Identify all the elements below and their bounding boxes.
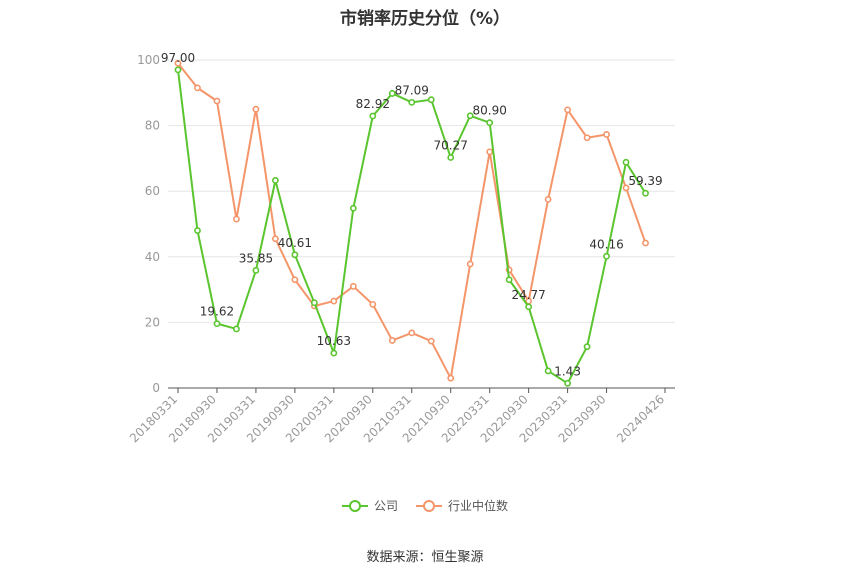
company-point	[271, 176, 279, 184]
industry-point	[291, 276, 299, 284]
company-point	[252, 267, 260, 274]
y-tick-label: 100	[137, 53, 160, 67]
series-industry	[174, 59, 649, 382]
data-label: 35.85	[239, 251, 273, 265]
industry-point	[622, 184, 630, 192]
company-point	[603, 252, 610, 260]
industry-point	[174, 59, 182, 67]
industry-point	[564, 106, 571, 114]
industry-point	[583, 134, 591, 142]
company-point	[349, 204, 357, 212]
data-label: 24.77	[511, 288, 545, 302]
industry-point	[213, 97, 221, 105]
series-company	[174, 66, 649, 387]
y-tick-label: 0	[152, 381, 160, 395]
industry-point	[544, 195, 552, 203]
company-point	[408, 98, 416, 106]
company-point	[642, 189, 649, 197]
legend-label-industry: 行业中位数	[448, 499, 509, 513]
x-tick-label: 20240426	[614, 392, 667, 445]
data-label: 40.61	[278, 236, 312, 250]
industry-point	[233, 215, 240, 223]
legend-swatch-industry	[416, 499, 442, 512]
company-point	[174, 66, 182, 74]
company-point	[233, 325, 240, 333]
company-point	[544, 367, 552, 375]
industry-point	[466, 260, 474, 268]
company-point	[525, 303, 533, 311]
data-label: 1.43	[554, 364, 581, 378]
industry-point	[388, 337, 396, 344]
company-point	[564, 379, 571, 387]
legend-item-industry[interactable]: 行业中位数	[416, 497, 508, 514]
y-tick-label: 20	[145, 315, 160, 329]
data-label: 59.39	[628, 174, 662, 188]
y-axis-ticks: 0 20 40 60 80 100	[137, 53, 160, 395]
data-label: 87.09	[395, 83, 429, 97]
data-label: 70.27	[434, 139, 468, 153]
company-point	[505, 276, 513, 284]
legend-swatch-company	[341, 499, 368, 512]
y-tick-label: 80	[145, 119, 160, 133]
company-point	[427, 96, 435, 104]
company-point	[369, 112, 377, 120]
data-label: 19.62	[200, 305, 234, 319]
industry-point	[486, 148, 494, 156]
grid-lines	[168, 59, 675, 323]
industry-point	[349, 282, 357, 290]
industry-point	[642, 239, 649, 247]
company-point	[622, 158, 630, 166]
industry-point	[603, 131, 610, 138]
data-label: 82.92	[356, 97, 390, 111]
industry-point	[271, 235, 279, 243]
chart-title: 市销率历史分位（%）	[339, 9, 511, 29]
industry-point	[427, 337, 435, 345]
data-label: 10.63	[317, 334, 351, 348]
company-point	[447, 154, 455, 161]
x-axis: 2018033120180930201903312019093020200331…	[127, 387, 675, 445]
legend: 公司 行业中位数	[0, 497, 850, 514]
y-tick-label: 40	[145, 250, 160, 264]
legend-item-company[interactable]: 公司	[341, 497, 398, 514]
company-point	[194, 227, 201, 234]
company-point	[213, 320, 221, 328]
data-source: 数据来源：恒生聚源	[366, 550, 484, 565]
data-labels: 97.00 19.62 35.85 40.61 10.63 82.92 87.09 70.27…	[161, 51, 663, 378]
data-label: 40.16	[589, 237, 623, 251]
company-point	[486, 119, 494, 127]
y-tick-label: 60	[145, 184, 160, 198]
company-point	[388, 90, 396, 97]
industry-point	[447, 374, 455, 382]
company-point	[583, 343, 591, 351]
industry-point	[408, 329, 416, 337]
industry-point	[252, 105, 260, 113]
company-point	[330, 349, 338, 357]
data-label: 97.00	[161, 51, 195, 65]
industry-point	[369, 300, 377, 308]
company-point	[310, 299, 318, 307]
industry-point	[194, 84, 201, 92]
industry-point	[330, 297, 338, 305]
legend-label-company: 公司	[373, 499, 398, 513]
company-point	[466, 112, 474, 120]
company-point	[291, 251, 299, 259]
data-label: 80.90	[473, 104, 507, 118]
